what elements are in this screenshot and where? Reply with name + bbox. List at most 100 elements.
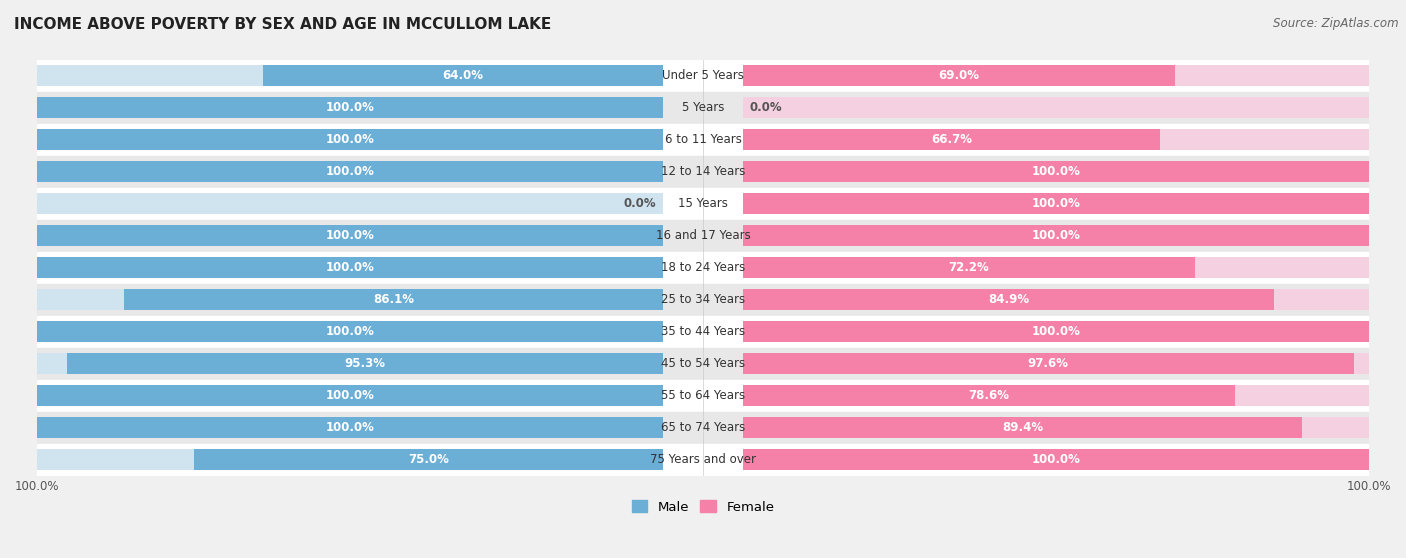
Bar <box>37 129 664 150</box>
Legend: Male, Female: Male, Female <box>626 495 780 519</box>
Bar <box>742 321 1369 342</box>
Bar <box>37 316 1369 348</box>
Text: 100.0%: 100.0% <box>326 421 374 434</box>
Text: 15 Years: 15 Years <box>678 197 728 210</box>
Text: Source: ZipAtlas.com: Source: ZipAtlas.com <box>1274 17 1399 30</box>
Bar <box>742 449 1369 470</box>
Text: 75 Years and over: 75 Years and over <box>650 453 756 466</box>
Text: 100.0%: 100.0% <box>326 325 374 338</box>
Bar <box>37 156 1369 187</box>
Bar <box>37 353 664 374</box>
Text: 100.0%: 100.0% <box>326 101 374 114</box>
Text: 100.0%: 100.0% <box>326 229 374 242</box>
Bar <box>742 289 1274 310</box>
Text: 100.0%: 100.0% <box>1032 325 1080 338</box>
Bar <box>37 129 664 150</box>
Bar <box>263 65 664 86</box>
Bar <box>37 65 664 86</box>
Bar <box>742 193 1369 214</box>
Bar <box>742 97 1369 118</box>
Bar <box>742 417 1302 438</box>
Bar <box>742 321 1369 342</box>
Bar <box>742 417 1369 438</box>
Text: 89.4%: 89.4% <box>1002 421 1043 434</box>
Text: 100.0%: 100.0% <box>326 261 374 274</box>
Bar <box>742 129 1160 150</box>
Text: 95.3%: 95.3% <box>344 357 385 370</box>
Text: 100.0%: 100.0% <box>1032 453 1080 466</box>
Bar <box>37 92 1369 124</box>
Bar <box>37 193 664 214</box>
Bar <box>37 97 664 118</box>
Text: Under 5 Years: Under 5 Years <box>662 69 744 82</box>
Bar <box>742 161 1369 182</box>
Bar <box>742 449 1369 470</box>
Bar <box>37 417 664 438</box>
Bar <box>742 129 1369 150</box>
Text: 69.0%: 69.0% <box>938 69 980 82</box>
Text: 12 to 14 Years: 12 to 14 Years <box>661 165 745 178</box>
Text: 55 to 64 Years: 55 to 64 Years <box>661 389 745 402</box>
Bar <box>742 225 1369 246</box>
Bar <box>37 161 664 182</box>
Bar <box>37 60 1369 92</box>
Text: 66.7%: 66.7% <box>931 133 972 146</box>
Text: 64.0%: 64.0% <box>443 69 484 82</box>
Bar <box>37 386 664 406</box>
Bar <box>37 379 1369 412</box>
Bar <box>37 220 1369 252</box>
Bar <box>742 161 1369 182</box>
Bar <box>37 289 664 310</box>
Bar <box>37 321 664 342</box>
Bar <box>37 257 664 278</box>
Text: 100.0%: 100.0% <box>1032 165 1080 178</box>
Text: 45 to 54 Years: 45 to 54 Years <box>661 357 745 370</box>
Text: 100.0%: 100.0% <box>326 165 374 178</box>
Text: 75.0%: 75.0% <box>408 453 449 466</box>
Text: 100.0%: 100.0% <box>326 389 374 402</box>
Bar <box>37 225 664 246</box>
Bar <box>742 193 1369 214</box>
Bar <box>37 124 1369 156</box>
Bar <box>37 449 664 470</box>
Text: 84.9%: 84.9% <box>988 293 1029 306</box>
Text: 72.2%: 72.2% <box>949 261 990 274</box>
Bar <box>194 449 664 470</box>
Bar <box>742 257 1369 278</box>
Text: 35 to 44 Years: 35 to 44 Years <box>661 325 745 338</box>
Text: 100.0%: 100.0% <box>326 133 374 146</box>
Bar <box>742 386 1234 406</box>
Text: 18 to 24 Years: 18 to 24 Years <box>661 261 745 274</box>
Bar <box>742 386 1369 406</box>
Bar <box>37 412 1369 444</box>
Text: 6 to 11 Years: 6 to 11 Years <box>665 133 741 146</box>
Bar <box>37 252 1369 283</box>
Bar <box>37 444 1369 476</box>
Bar <box>742 65 1369 86</box>
Text: 100.0%: 100.0% <box>1032 197 1080 210</box>
Bar <box>37 321 664 342</box>
Bar <box>742 353 1369 374</box>
Bar <box>742 225 1369 246</box>
Text: 0.0%: 0.0% <box>624 197 657 210</box>
Text: 65 to 74 Years: 65 to 74 Years <box>661 421 745 434</box>
Text: 86.1%: 86.1% <box>373 293 415 306</box>
Text: INCOME ABOVE POVERTY BY SEX AND AGE IN MCCULLOM LAKE: INCOME ABOVE POVERTY BY SEX AND AGE IN M… <box>14 17 551 32</box>
Bar <box>742 257 1195 278</box>
Bar <box>37 348 1369 379</box>
Text: 0.0%: 0.0% <box>749 101 782 114</box>
Bar <box>37 257 664 278</box>
Bar <box>37 417 664 438</box>
Text: 97.6%: 97.6% <box>1028 357 1069 370</box>
Bar <box>37 161 664 182</box>
Text: 100.0%: 100.0% <box>1032 229 1080 242</box>
Bar <box>66 353 664 374</box>
Bar <box>124 289 664 310</box>
Bar <box>742 353 1354 374</box>
Bar <box>37 225 664 246</box>
Text: 78.6%: 78.6% <box>969 389 1010 402</box>
Text: 25 to 34 Years: 25 to 34 Years <box>661 293 745 306</box>
Bar <box>37 386 664 406</box>
Bar <box>37 97 664 118</box>
Bar <box>742 289 1369 310</box>
